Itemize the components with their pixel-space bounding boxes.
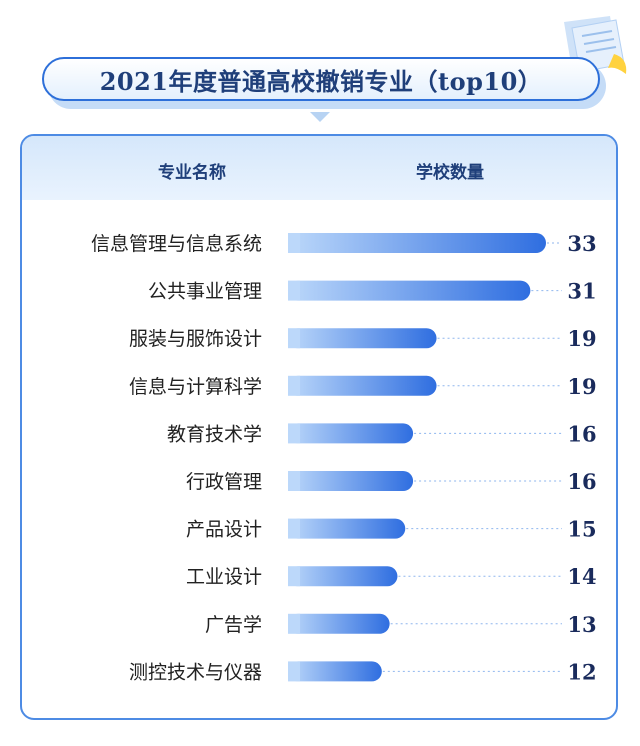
bar-chart: 信息管理与信息系统 33 公共事业管理 31 服装与服饰设计 19 信息与计算科学 19 教育技… xyxy=(91,231,597,684)
value-label: 16 xyxy=(567,421,596,446)
bar xyxy=(288,423,414,444)
bar xyxy=(288,328,437,349)
bar xyxy=(288,280,531,301)
value-label: 19 xyxy=(567,374,596,399)
value-label: 31 xyxy=(567,279,596,304)
bar-square-end xyxy=(288,280,300,301)
category-label: 信息管理与信息系统 xyxy=(91,233,262,255)
bar xyxy=(288,661,382,682)
category-label: 工业设计 xyxy=(186,566,262,588)
value-label: 19 xyxy=(567,326,596,351)
bar xyxy=(288,566,398,587)
value-label: 14 xyxy=(567,564,596,589)
category-label: 行政管理 xyxy=(186,471,262,493)
value-label: 13 xyxy=(567,612,596,637)
category-label: 信息与计算科学 xyxy=(129,376,262,398)
category-label: 服装与服饰设计 xyxy=(129,328,262,350)
category-label: 教育技术学 xyxy=(167,423,262,445)
category-label: 测控技术与仪器 xyxy=(129,661,262,683)
column-header-count: 学校数量 xyxy=(416,163,484,183)
bar-square-end xyxy=(288,566,300,587)
category-label: 公共事业管理 xyxy=(148,281,262,303)
bar xyxy=(288,613,390,634)
bar-square-end xyxy=(288,661,300,682)
bar-square-end xyxy=(288,328,300,349)
chart-panel: 专业名称 学校数量 信息管理与信息系统 33 公共事业管理 31 服装与服饰设计 19 信息… xyxy=(20,134,618,720)
bar-square-end xyxy=(288,375,300,396)
bar xyxy=(288,518,406,539)
value-label: 16 xyxy=(567,469,596,494)
category-label: 产品设计 xyxy=(186,519,262,541)
chart-title: 2021年度普通高校撤销专业（top10） xyxy=(99,66,543,96)
bar xyxy=(288,233,546,253)
down-triangle-icon xyxy=(310,112,330,122)
title-pill: 2021年度普通高校撤销专业（top10） xyxy=(42,57,600,101)
value-label: 15 xyxy=(567,517,596,542)
bar-square-end xyxy=(288,423,300,444)
document-icon xyxy=(564,16,627,74)
category-label: 广告学 xyxy=(205,614,262,636)
bar xyxy=(288,471,414,491)
column-header-major: 专业名称 xyxy=(158,163,226,183)
title-banner: 2021年度普通高校撤销专业（top10） xyxy=(42,57,606,109)
bar xyxy=(288,375,437,396)
bar-square-end xyxy=(288,233,300,253)
value-label: 12 xyxy=(567,659,596,684)
table-header: 专业名称 学校数量 xyxy=(22,136,616,200)
bar-square-end xyxy=(288,613,300,634)
bar-square-end xyxy=(288,518,300,539)
bar-square-end xyxy=(288,471,300,491)
value-label: 33 xyxy=(567,231,596,256)
